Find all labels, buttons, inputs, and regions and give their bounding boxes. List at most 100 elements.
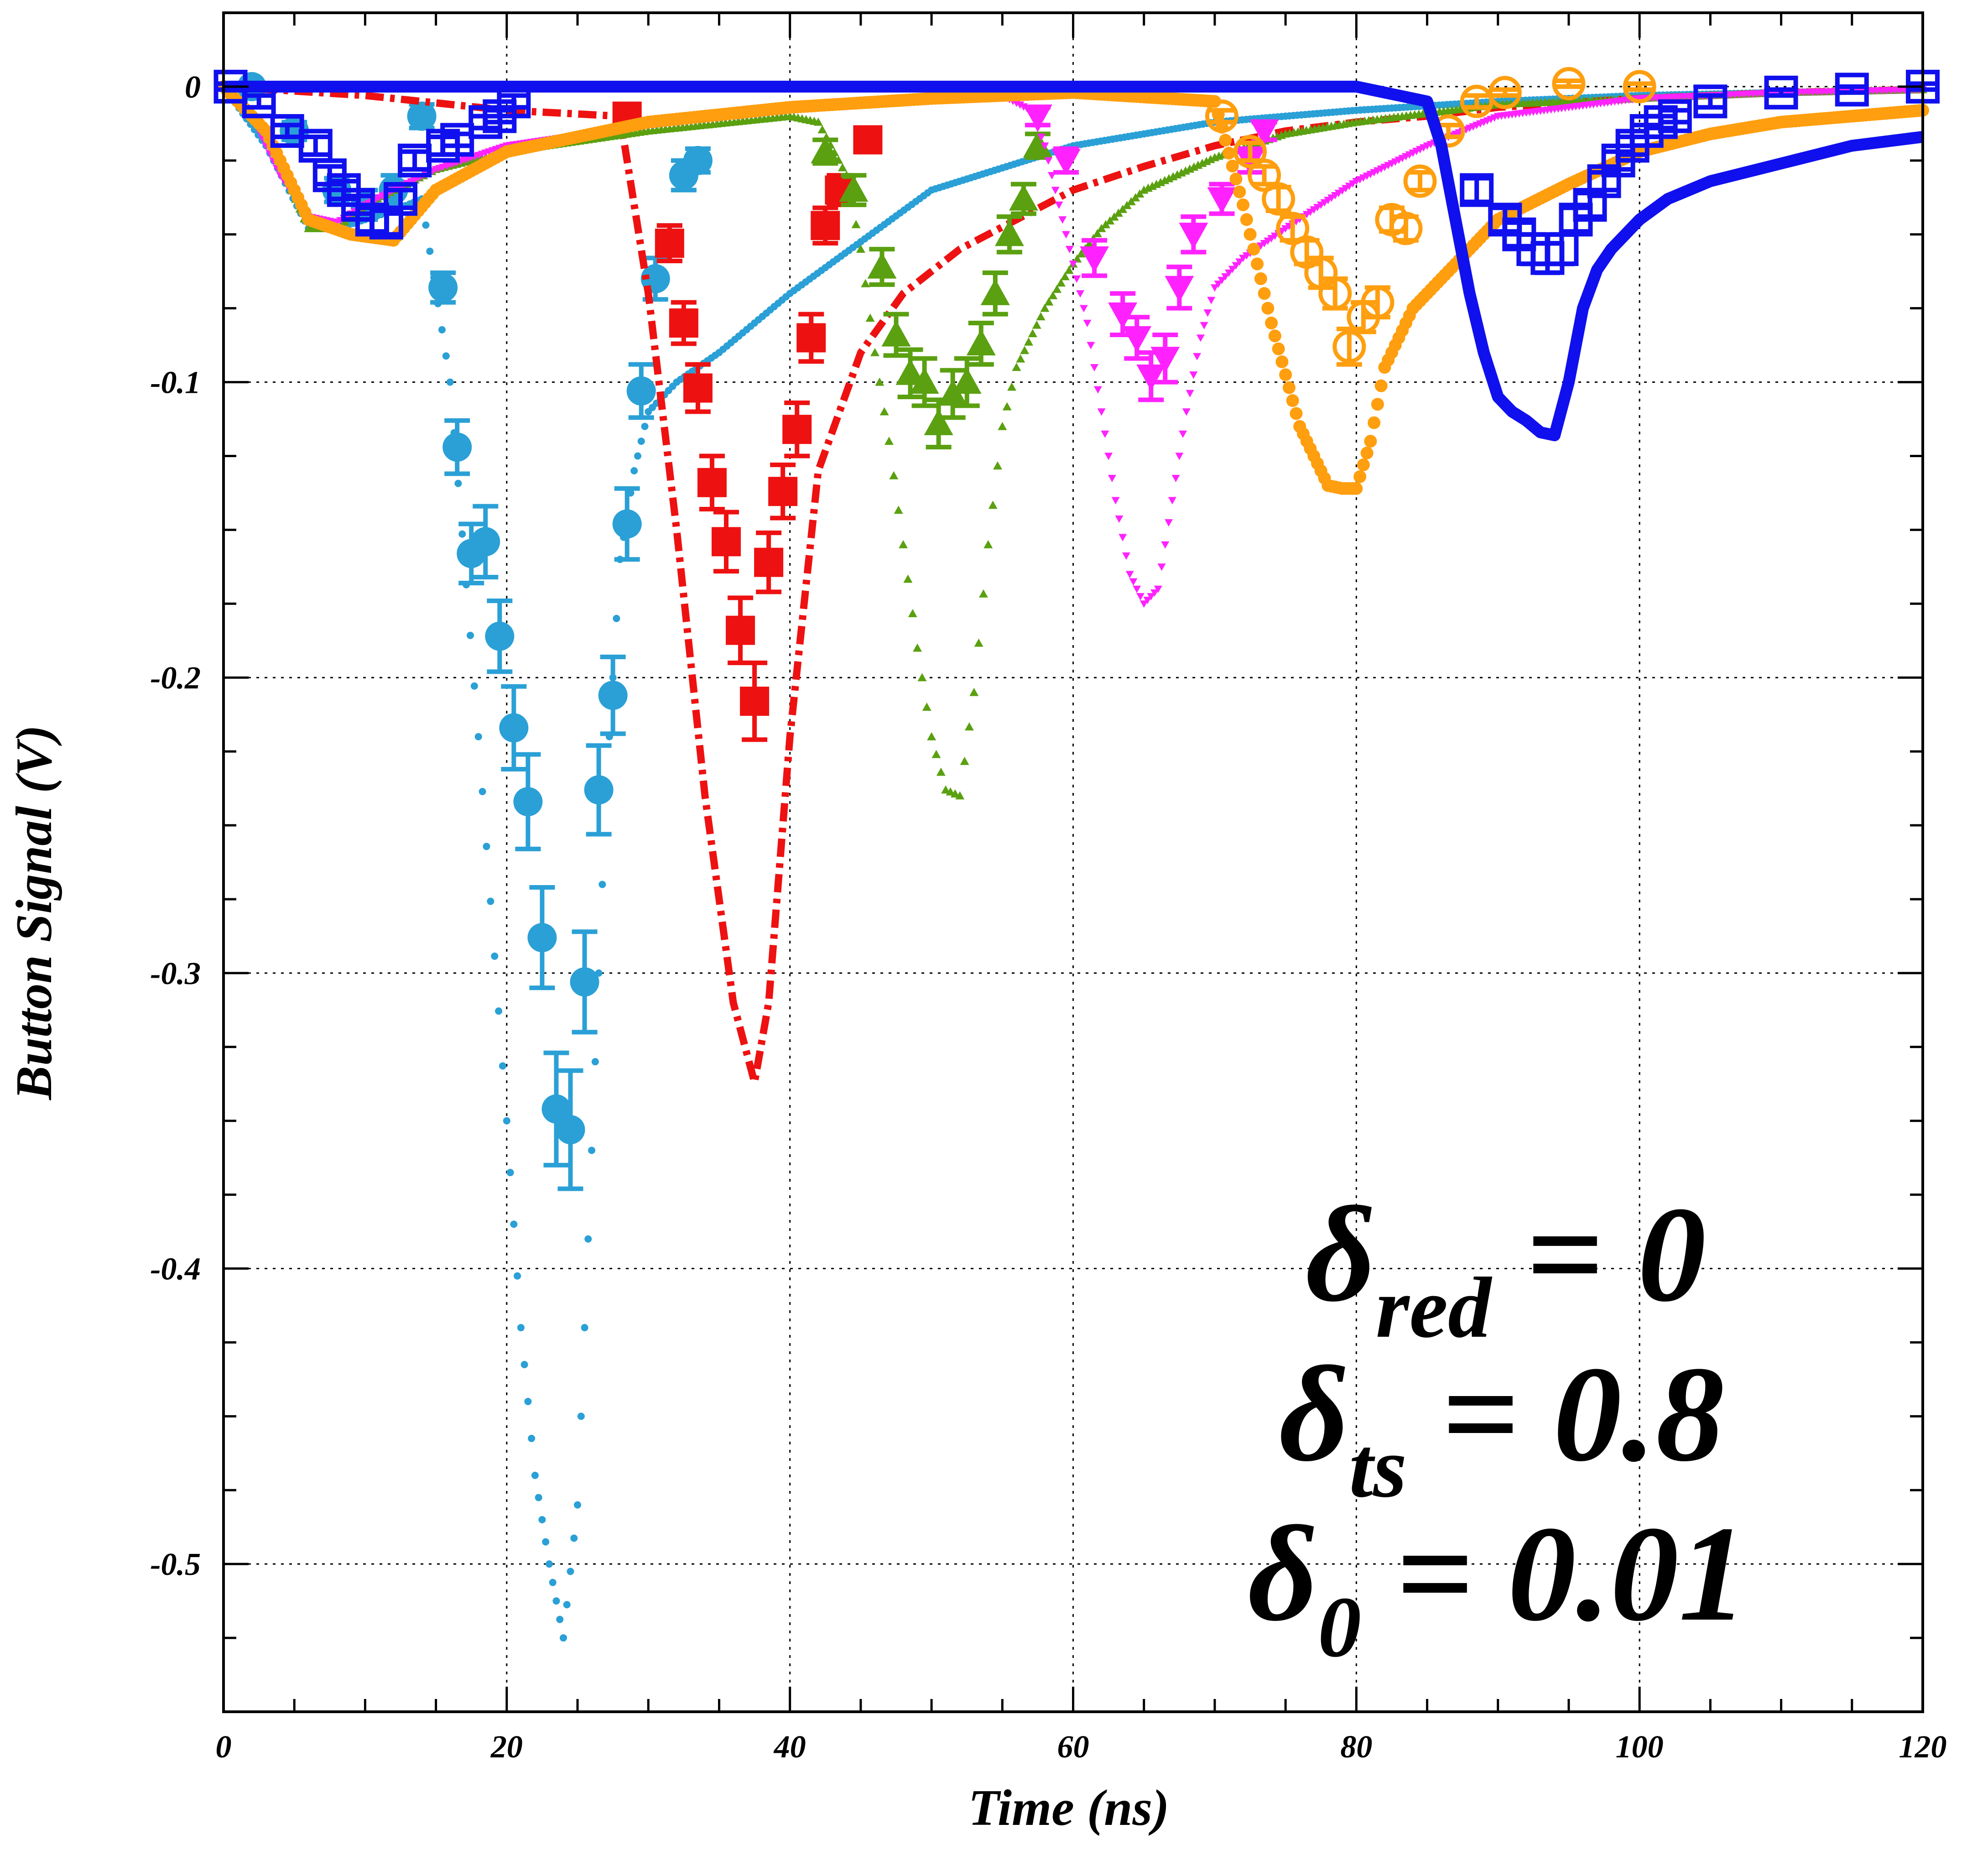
data-point <box>1032 320 1041 329</box>
sim-point <box>581 1324 588 1332</box>
data-point <box>1179 223 1208 249</box>
data-point <box>1097 408 1106 416</box>
x-tick-label: 20 <box>490 1730 523 1765</box>
data-point <box>1007 382 1016 391</box>
sim-point <box>538 1516 546 1524</box>
data-point <box>1361 286 1395 319</box>
y-tick-labels: 0 -0.1 -0.2 -0.3 -0.4 -0.5 <box>150 70 201 1582</box>
data-point <box>861 279 870 287</box>
data-point <box>946 787 955 796</box>
data-point <box>927 732 937 740</box>
data-point <box>908 609 917 617</box>
data-point <box>1020 346 1030 354</box>
data-point <box>922 702 931 711</box>
data-point <box>950 789 960 797</box>
data-point <box>1122 552 1130 560</box>
data-point <box>584 775 614 805</box>
delta-0-annotation: δ0 = 0.01 <box>1248 1498 1747 1675</box>
data-point <box>1207 187 1237 214</box>
data-point <box>754 547 784 577</box>
data-point <box>838 163 847 172</box>
data-point <box>917 673 927 682</box>
data-point <box>1189 371 1198 379</box>
data-point <box>978 589 988 598</box>
delta-ts-annotation: δts = 0.8 <box>1279 1338 1724 1516</box>
data-point <box>870 348 879 356</box>
data-point <box>1058 216 1067 224</box>
x-tick-label: 40 <box>773 1730 806 1765</box>
sim-point <box>577 1412 585 1420</box>
sim-point <box>499 1062 506 1070</box>
data-point <box>1150 347 1180 373</box>
sim-line <box>224 80 1924 442</box>
sim-point <box>454 479 462 487</box>
data-point <box>941 785 951 794</box>
data-point <box>1658 99 1692 133</box>
y-axis-title: Button Signal (V) <box>6 725 62 1101</box>
data-point <box>1147 593 1155 601</box>
data-point <box>993 461 1002 470</box>
data-point <box>889 471 899 479</box>
data-point <box>1150 589 1159 597</box>
sim-point <box>535 1494 542 1501</box>
data-point <box>984 540 993 548</box>
data-point <box>471 527 500 557</box>
x-tick-label: 80 <box>1340 1730 1372 1765</box>
data-point <box>988 500 998 509</box>
data-point <box>1101 430 1109 438</box>
data-point <box>856 245 865 253</box>
data-point <box>513 787 543 817</box>
data-point <box>1623 70 1656 104</box>
sim-point <box>1237 198 1249 211</box>
data-point <box>1249 119 1279 146</box>
data-point <box>683 146 713 175</box>
sim-point <box>1258 287 1271 300</box>
data-point <box>612 509 642 539</box>
sim-point <box>574 1501 582 1509</box>
data-point <box>1228 266 1237 273</box>
data-point <box>1165 519 1173 527</box>
data-point <box>1023 131 1052 158</box>
sim-point <box>446 378 454 386</box>
sim-point <box>567 1568 574 1575</box>
x-tick-label: 100 <box>1616 1730 1664 1765</box>
data-point <box>768 477 798 506</box>
data-point <box>1143 597 1152 604</box>
sim-point <box>1286 394 1299 407</box>
sim-point <box>613 615 620 622</box>
data-point <box>817 125 827 134</box>
sim-point <box>483 843 490 850</box>
data-point <box>839 175 869 202</box>
data-point <box>1214 281 1223 288</box>
data-point <box>1207 297 1216 304</box>
sim-point <box>1233 185 1246 198</box>
data-point <box>1175 453 1184 460</box>
sim-point <box>598 881 606 888</box>
data-point <box>683 373 713 403</box>
data-point <box>1157 563 1166 571</box>
data-point <box>899 540 908 548</box>
data-point <box>1080 246 1109 273</box>
data-point <box>1064 266 1074 274</box>
data-point <box>1136 365 1166 391</box>
data-point <box>875 377 885 386</box>
data-point <box>1108 474 1116 483</box>
data-point <box>969 688 979 696</box>
sim-point <box>1374 379 1388 392</box>
data-point <box>1077 249 1086 258</box>
data-point <box>1079 305 1088 313</box>
data-point <box>1165 276 1194 302</box>
sim-point <box>479 788 486 796</box>
y-tick-label: -0.4 <box>150 1252 201 1287</box>
sim-point <box>588 1146 596 1154</box>
data-point <box>1210 284 1219 292</box>
data-point <box>626 376 656 406</box>
data-point <box>440 123 474 157</box>
sim-point <box>560 1634 567 1642</box>
data-point <box>1133 585 1141 593</box>
sim-point <box>467 631 474 639</box>
sim-point <box>1240 213 1253 226</box>
series-9 <box>1205 67 1656 367</box>
delta-red-annotation: δred = 0 <box>1306 1178 1706 1356</box>
data-point <box>1016 354 1025 363</box>
